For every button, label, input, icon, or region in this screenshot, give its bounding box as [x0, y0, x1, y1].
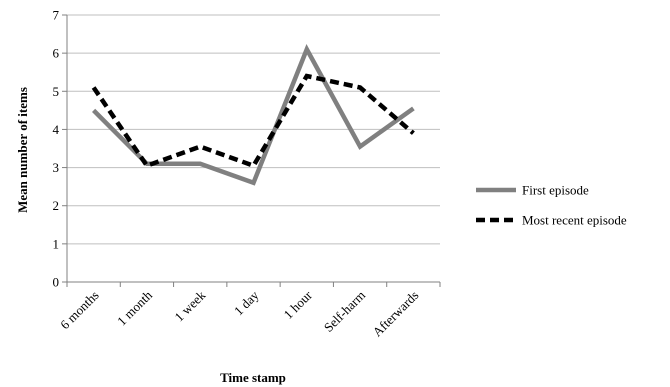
y-tick-labels: 0 1 2 3 4 5 6 7: [53, 8, 60, 290]
x-tick-label: 1 hour: [281, 287, 316, 322]
series-line-2: [91, 73, 415, 169]
legend: First episode Most recent episode: [476, 183, 627, 228]
x-tick-label: Afterwards: [370, 288, 422, 340]
x-tick-labels: 6 months 1 month 1 week 1 day 1 hour Self-har…: [57, 287, 421, 339]
y-axis-title: Mean number of items: [15, 87, 30, 213]
y-tick-label: 0: [53, 275, 60, 290]
legend-label: First episode: [522, 183, 589, 198]
y-tick-label: 6: [53, 46, 60, 61]
legend-label: Most recent episode: [522, 213, 627, 228]
grid-lines: [67, 14, 440, 245]
x-tick-label: 1 week: [171, 287, 208, 324]
x-tick-label: 1 day: [231, 287, 262, 318]
y-tick-label: 2: [53, 198, 60, 213]
x-tick-label: 1 month: [114, 287, 155, 328]
y-tick-label: 1: [53, 236, 60, 251]
axes: [62, 14, 441, 287]
series-line-1: [92, 44, 415, 186]
y-tick-label: 3: [53, 160, 60, 175]
x-tick-label: 6 months: [57, 288, 102, 333]
x-tick-label: Self-harm: [321, 288, 368, 335]
y-tick-label: 7: [53, 8, 60, 23]
x-axis-title: Time stamp: [220, 370, 286, 385]
series-lines: [91, 44, 415, 186]
y-tick-label: 4: [53, 122, 60, 137]
y-tick-label: 5: [53, 84, 60, 99]
